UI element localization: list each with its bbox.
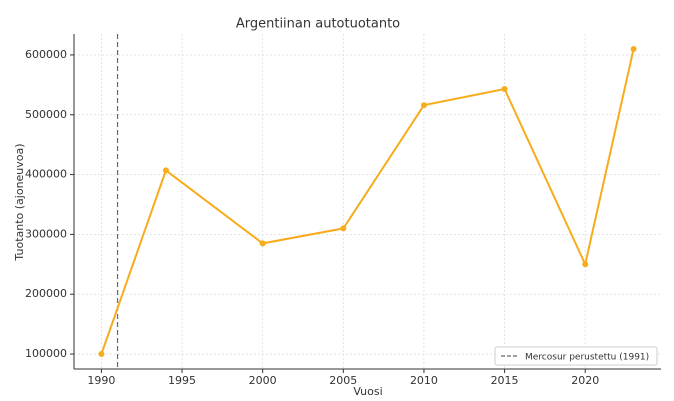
y-tick-label: 200000	[25, 287, 67, 300]
x-tick-label: 2020	[571, 374, 599, 387]
x-tick-label: 2010	[410, 374, 438, 387]
y-tick-label: 400000	[25, 168, 67, 181]
x-tick-label: 2005	[329, 374, 357, 387]
point	[582, 261, 589, 268]
x-tick-label: 1995	[168, 374, 196, 387]
chart-title: Argentiinan autotuotanto	[236, 17, 400, 32]
y-tick-label: 600000	[25, 48, 67, 61]
x-tick-label: 1990	[87, 374, 115, 387]
point	[98, 351, 105, 358]
x-tick-label: 2015	[491, 374, 519, 387]
point	[340, 225, 347, 232]
y-tick-label: 500000	[25, 108, 67, 121]
point	[162, 167, 169, 174]
point	[630, 45, 637, 52]
legend-box	[494, 346, 658, 366]
y-axis-label: Tuotanto (ajoneuvoa)	[13, 143, 26, 261]
point	[501, 86, 508, 93]
line	[100, 48, 635, 355]
x-axis-label: Vuosi	[353, 385, 382, 398]
y-tick-label: 300000	[25, 227, 67, 240]
point	[420, 102, 427, 109]
y-tick-label: 100000	[25, 347, 67, 360]
x-tick-label: 2000	[249, 374, 277, 387]
legend-label: Mercosur perustettu (1991)	[525, 353, 649, 363]
point	[259, 240, 266, 247]
